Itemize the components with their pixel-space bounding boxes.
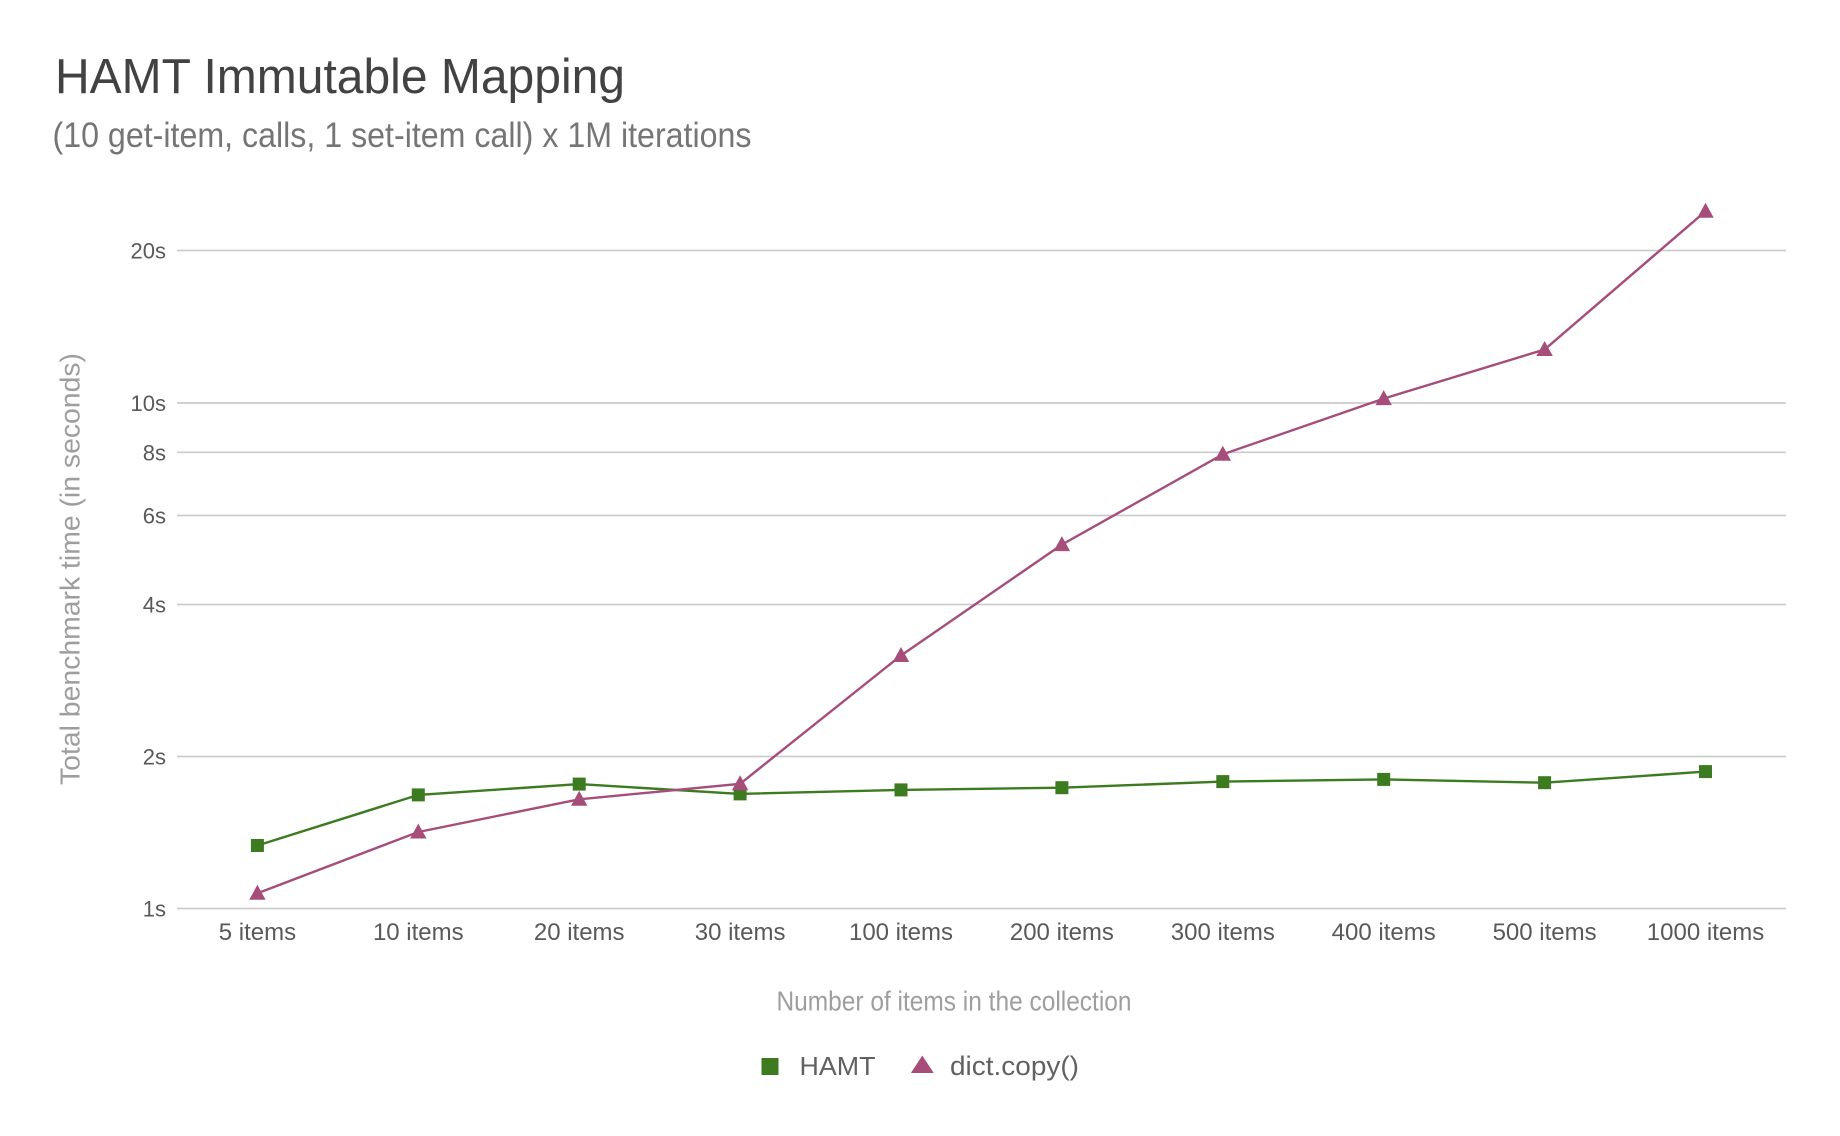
svg-text:5 items: 5 items — [219, 919, 296, 946]
svg-text:30 items: 30 items — [695, 919, 786, 946]
svg-text:400 items: 400 items — [1332, 919, 1436, 946]
svg-text:8s: 8s — [143, 440, 166, 465]
svg-text:4s: 4s — [143, 593, 166, 618]
svg-text:200 items: 200 items — [1010, 919, 1114, 946]
svg-text:10 items: 10 items — [373, 919, 464, 946]
svg-text:HAMT: HAMT — [800, 1051, 876, 1081]
svg-text:dict.copy(): dict.copy() — [950, 1051, 1079, 1081]
svg-text:1000 items: 1000 items — [1647, 919, 1764, 946]
svg-text:HAMT Immutable Mapping: HAMT Immutable Mapping — [55, 50, 625, 104]
svg-text:500 items: 500 items — [1493, 919, 1597, 946]
svg-text:20 items: 20 items — [534, 919, 625, 946]
svg-text:Number of items in the collect: Number of items in the collection — [777, 986, 1132, 1017]
svg-text:Total benchmark time (in secon: Total benchmark time (in seconds) — [55, 353, 86, 785]
svg-text:100 items: 100 items — [849, 919, 953, 946]
svg-text:20s: 20s — [131, 239, 166, 264]
svg-text:6s: 6s — [143, 504, 166, 529]
svg-text:10s: 10s — [131, 391, 166, 416]
svg-text:300 items: 300 items — [1171, 919, 1275, 946]
svg-text:(10 get-item, calls, 1 set-ite: (10 get-item, calls, 1 set-item call) x … — [53, 116, 752, 155]
svg-text:2s: 2s — [143, 745, 166, 770]
svg-text:1s: 1s — [143, 897, 166, 922]
